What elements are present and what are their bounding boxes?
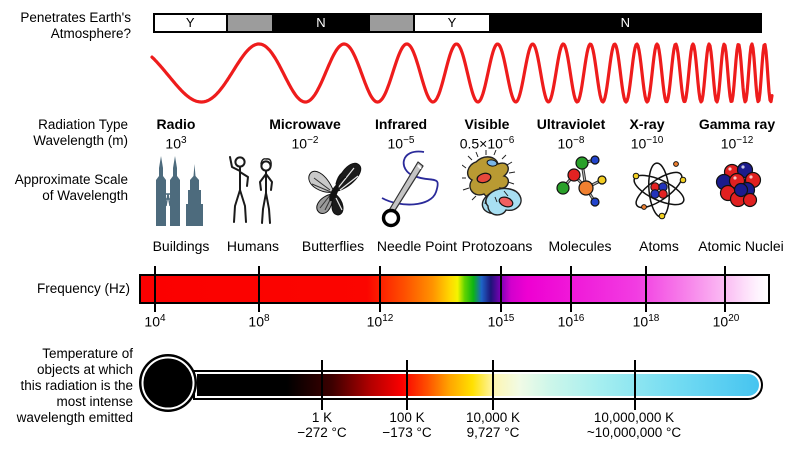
freq-value-1e8: 108	[248, 313, 270, 330]
band-microwave: Microwave 10−2	[269, 116, 341, 152]
frequency-label: Frequency (Hz)	[36, 281, 130, 296]
caption-buildings: Buildings	[152, 238, 210, 254]
atm-segment-n1: N	[272, 15, 368, 31]
scale-label: Approximate Scale of Wavelength	[14, 172, 128, 203]
freq-tick-1e12	[379, 266, 381, 312]
caption-protozoans: Protozoans	[461, 238, 533, 254]
freq-value-1e4: 104	[144, 313, 166, 330]
freq-value-1e16: 1016	[557, 313, 585, 330]
band-xray: X-ray 10−10	[629, 116, 665, 152]
atm-segment-partial2	[367, 15, 414, 31]
freq-tick-1e18	[645, 266, 647, 312]
protozoan-icon	[462, 150, 522, 216]
caption-needle-point: Needle Point	[376, 238, 458, 254]
radiation-row-labels: Radiation Type Wavelength (m)	[33, 117, 128, 148]
caption-molecules: Molecules	[548, 238, 612, 254]
needle-icon	[381, 150, 439, 228]
atmosphere-penetration-bar: Y N Y N	[153, 13, 762, 33]
atmosphere-question-label: Penetrates Earth's Atmosphere?	[20, 10, 131, 41]
atomic-nucleus-icon	[715, 161, 762, 208]
band-infrared: Infrared 10−5	[374, 116, 428, 152]
atm-segment-y1: Y	[155, 15, 226, 31]
molecule-icon	[556, 155, 607, 207]
freq-tick-1e16	[570, 266, 572, 312]
buildings-icon	[156, 156, 203, 226]
freq-tick-1e4	[154, 266, 156, 312]
atm-segment-y2: Y	[413, 15, 489, 31]
freq-value-1e12: 1012	[366, 313, 394, 330]
freq-tick-1e8	[258, 266, 260, 312]
band-ultraviolet: Ultraviolet 10−8	[536, 116, 606, 152]
thermometer-bulb	[139, 354, 197, 412]
thermometer-gradient	[197, 374, 759, 396]
temp-value-100k: 100 K −173 °C	[382, 410, 432, 440]
butterfly-icon	[308, 162, 362, 216]
humans-icon	[229, 156, 273, 224]
thermometer-tube	[193, 370, 763, 400]
freq-tick-1e15	[500, 266, 502, 312]
temp-tick-100k	[406, 360, 408, 410]
temp-value-10000000k: 10,000,000 K ~10,000,000 °C	[586, 410, 682, 440]
caption-butterflies: Butterflies	[301, 238, 365, 254]
band-visible: Visible 0.5×10−6	[459, 116, 515, 152]
temperature-label: Temperature of objects at which this rad…	[16, 346, 133, 425]
atom-icon	[632, 161, 687, 220]
freq-tick-1e20	[724, 266, 726, 312]
temp-value-1k: 1 K −272 °C	[297, 410, 347, 440]
caption-atoms: Atoms	[639, 238, 679, 254]
caption-atomic-nuclei: Atomic Nuclei	[698, 238, 784, 254]
caption-humans: Humans	[226, 238, 280, 254]
freq-value-1e15: 1015	[487, 313, 515, 330]
atm-segment-partial1	[225, 15, 273, 31]
temp-tick-10000k	[492, 360, 494, 410]
band-radio: Radio 103	[156, 116, 196, 152]
em-wave	[150, 42, 774, 104]
temp-tick-1k	[321, 360, 323, 410]
frequency-spectrum-bar	[139, 274, 770, 304]
temp-value-10000k: 10,000 K 9,727 °C	[465, 410, 521, 440]
band-gamma: Gamma ray 10−12	[698, 116, 776, 152]
freq-value-1e18: 1018	[632, 313, 660, 330]
atm-segment-n2: N	[488, 15, 760, 31]
freq-value-1e20: 1020	[712, 313, 740, 330]
temp-tick-10000000k	[634, 360, 636, 410]
